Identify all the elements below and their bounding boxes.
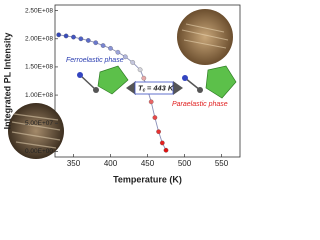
- data-point: [93, 40, 99, 46]
- y-tick-label: 1.00E+08: [25, 92, 53, 99]
- data-point: [78, 36, 84, 42]
- y-tick-label: 2.00E+08: [25, 35, 53, 42]
- y-tick-label: 0.00E+00: [25, 148, 53, 155]
- phase-label: Paraelastic phase: [172, 101, 228, 108]
- data-point: [148, 99, 154, 105]
- y-tick-label: 5.00E+07: [25, 120, 53, 127]
- data-point: [152, 115, 158, 120]
- data-point: [63, 33, 69, 39]
- x-tick-label: 450: [141, 159, 155, 168]
- y-tick-label: 1.50E+08: [25, 64, 53, 71]
- data-point: [122, 54, 128, 60]
- phase-label: Ferroelastic phase: [66, 57, 124, 64]
- x-axis-title: Temperature (K): [113, 174, 182, 184]
- crystal-photo: [177, 9, 233, 65]
- double-arrow: [126, 81, 183, 95]
- data-point: [85, 38, 91, 43]
- tc-subscript: c: [143, 88, 146, 94]
- data-point: [137, 67, 143, 73]
- data-point: [71, 34, 76, 40]
- data-point: [159, 140, 165, 146]
- data-point: [141, 75, 147, 81]
- y-tick-label: 2.50E+08: [25, 7, 53, 14]
- x-tick-label: 550: [215, 159, 229, 168]
- tc-label: Tc = 443 K: [138, 83, 174, 93]
- x-tick-label: 350: [67, 159, 81, 168]
- x-tick-label: 400: [104, 159, 118, 168]
- tc-symbol: T: [138, 83, 144, 92]
- data-point: [130, 60, 136, 65]
- x-tick-label: 500: [178, 159, 192, 168]
- photo-texture: [181, 23, 229, 49]
- data-point: [56, 32, 62, 38]
- molecule: [77, 65, 129, 95]
- photo-texture: [11, 113, 61, 149]
- data-point: [163, 147, 169, 153]
- data-point: [108, 45, 113, 51]
- data-point: [115, 49, 121, 55]
- molecule: [182, 65, 237, 99]
- crystal-photo: [8, 103, 64, 159]
- chart: Tc = 443 K Ferroelastic phase Paraelastic…: [2, 4, 241, 184]
- tc-text: = 443 K: [147, 83, 174, 92]
- data-point: [156, 129, 161, 135]
- data-point: [100, 43, 106, 48]
- y-axis-title: Integrated PL Intensity: [2, 33, 12, 130]
